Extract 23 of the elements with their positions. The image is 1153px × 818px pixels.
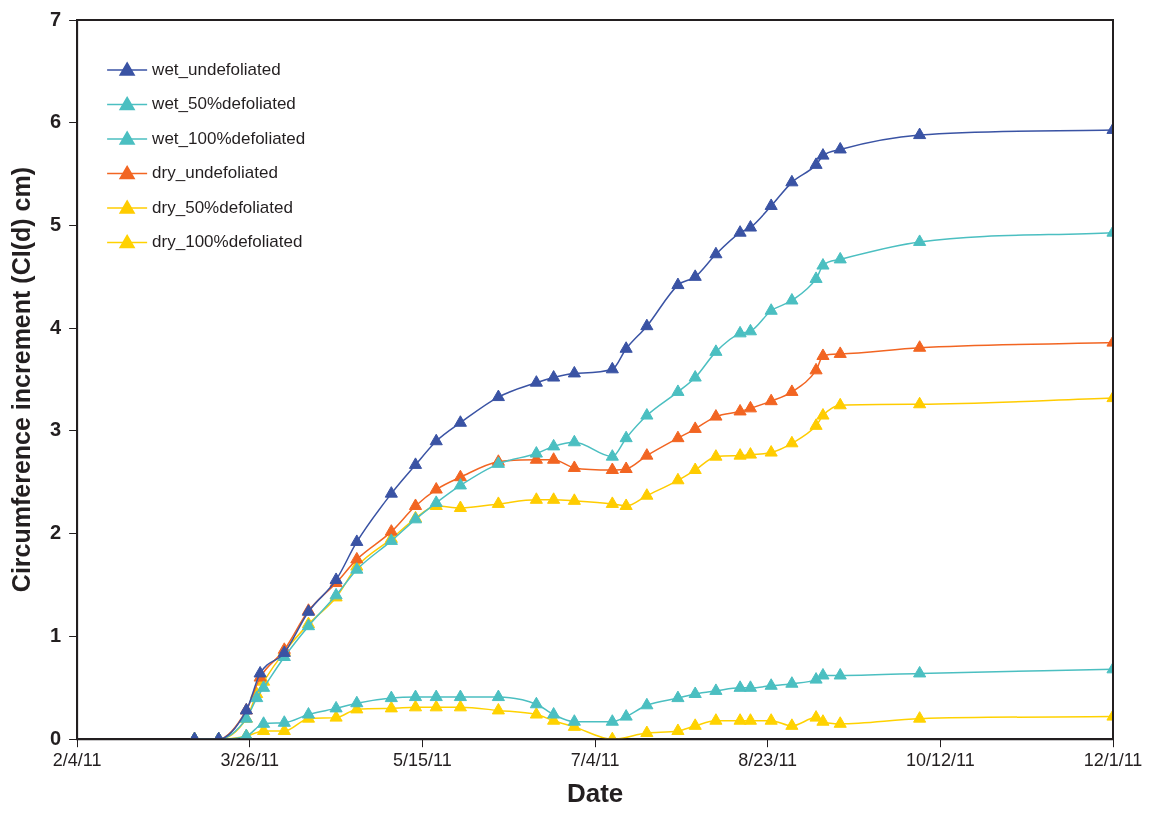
y-tick-label: 1 (50, 623, 62, 646)
legend-label: dry_undefoliated (152, 163, 278, 183)
y-tick-label: 2 (50, 521, 62, 544)
y-tick-label: 5 (50, 213, 62, 235)
y-tick-label: 0 (50, 726, 62, 749)
legend-label: dry_100%defoliated (152, 232, 303, 252)
x-tick-label: 5/15/11 (393, 749, 452, 770)
legend-label: wet_50%defoliated (151, 94, 296, 114)
x-tick-label: 12/1/11 (1083, 749, 1143, 770)
legend-label: wet_undefoliated (151, 59, 281, 79)
legend-label: dry_50%defoliated (152, 197, 293, 217)
y-tick-label: 3 (50, 418, 62, 441)
y-axis-title: Circumference increment (CI(d) cm) (6, 167, 35, 593)
x-tick-label: 2/4/11 (52, 749, 102, 770)
x-tick-label: 3/26/11 (220, 749, 280, 770)
x-axis-title: Date (566, 777, 624, 808)
x-tick-label: 8/23/11 (738, 749, 798, 770)
y-tick-label: 4 (50, 315, 62, 338)
legend-label: wet_100%defoliated (151, 128, 306, 148)
y-tick-label: 6 (50, 110, 62, 133)
y-tick-label: 7 (50, 7, 62, 30)
x-tick-label: 7/4/11 (570, 749, 620, 770)
x-tick-label: 10/12/11 (905, 749, 975, 770)
